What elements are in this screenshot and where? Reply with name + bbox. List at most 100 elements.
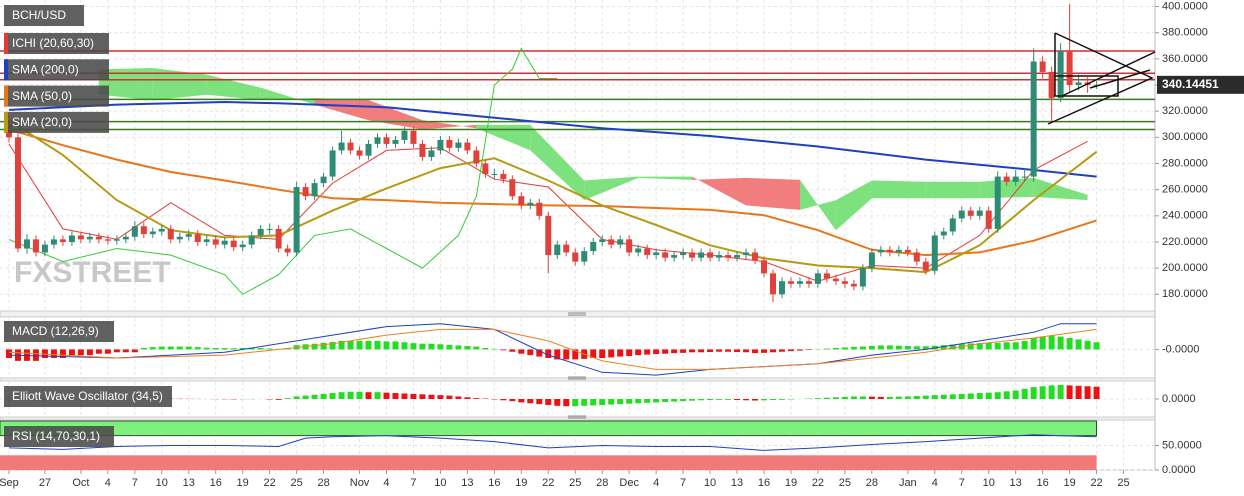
candle-body bbox=[203, 239, 210, 242]
macd-bar bbox=[1057, 336, 1064, 350]
candle-body bbox=[841, 281, 848, 284]
macd-bar bbox=[832, 348, 839, 350]
macd-bar bbox=[338, 340, 345, 350]
candle-body bbox=[886, 249, 893, 253]
oscillator-bar bbox=[680, 399, 687, 402]
legend-box bbox=[4, 321, 114, 342]
macd-bar bbox=[482, 348, 489, 350]
oscillator-bar bbox=[356, 391, 363, 399]
macd-bar bbox=[886, 345, 893, 350]
ichimoku-line bbox=[8, 47, 558, 295]
macd-bar bbox=[1048, 335, 1055, 350]
y-tick-label: 0.0000 bbox=[1162, 393, 1196, 405]
oscillator-bar bbox=[931, 395, 938, 399]
candle-body bbox=[1075, 82, 1082, 86]
candle-body bbox=[68, 235, 75, 242]
x-tick-label: 27 bbox=[39, 477, 51, 489]
candle-body bbox=[14, 137, 21, 249]
x-tick-label: 25 bbox=[1117, 477, 1129, 489]
macd-bar bbox=[850, 346, 857, 350]
macd-bar bbox=[1075, 339, 1082, 350]
oscillator-bar bbox=[1084, 386, 1091, 399]
oscillator-bar bbox=[608, 399, 615, 405]
candle-body bbox=[608, 239, 615, 245]
macd-bar bbox=[1039, 336, 1046, 350]
candle-body bbox=[392, 139, 399, 144]
legend-box bbox=[4, 33, 109, 54]
oscillator-bar bbox=[554, 399, 561, 406]
ichimoku-cloud bbox=[476, 124, 531, 151]
candle-body bbox=[1030, 61, 1037, 177]
y-tick-label: 280.0000 bbox=[1162, 157, 1208, 169]
candle-body bbox=[1021, 176, 1028, 178]
candle-body bbox=[185, 234, 192, 237]
candle-body bbox=[940, 231, 947, 236]
oscillator-bar bbox=[653, 399, 660, 403]
oscillator-bar bbox=[284, 398, 291, 399]
oscillator-bar bbox=[841, 396, 848, 399]
candle-body bbox=[527, 202, 534, 206]
oscillator-bar bbox=[401, 393, 408, 399]
macd-bar bbox=[563, 349, 570, 360]
y-tick-label: 400.0000 bbox=[1162, 0, 1208, 12]
macd-bar bbox=[752, 349, 759, 354]
oscillator-bar bbox=[967, 393, 974, 399]
oscillator-bar bbox=[949, 394, 956, 399]
x-tick-label: 28 bbox=[596, 477, 608, 489]
candle-body bbox=[113, 239, 120, 241]
sma-line bbox=[8, 100, 1097, 178]
macd-bar bbox=[635, 349, 642, 356]
ichimoku-cloud bbox=[979, 177, 1034, 199]
legend-label: RSI (14,70,30,1) bbox=[12, 429, 100, 443]
macd-bar bbox=[1084, 340, 1091, 350]
oscillator-bar bbox=[1093, 386, 1100, 399]
candle-body bbox=[823, 273, 830, 279]
oscillator-bar bbox=[275, 399, 282, 400]
oscillator-bar bbox=[320, 393, 327, 399]
macd-bar bbox=[311, 343, 318, 350]
candle-body bbox=[671, 255, 678, 258]
candle-body bbox=[401, 130, 408, 140]
oscillator-bar bbox=[922, 395, 929, 399]
x-tick-label: 4 bbox=[383, 477, 389, 489]
candle-body bbox=[365, 143, 372, 156]
candle-body bbox=[41, 244, 48, 253]
ichimoku-cloud bbox=[800, 179, 836, 231]
oscillator-bar bbox=[1021, 388, 1028, 399]
oscillator-bar bbox=[347, 391, 354, 399]
candle-body bbox=[922, 261, 929, 271]
macd-bar bbox=[428, 343, 435, 350]
macd-bar bbox=[50, 349, 57, 358]
macd-bar bbox=[86, 349, 93, 356]
oscillator-bar bbox=[877, 396, 884, 399]
macd-bar bbox=[230, 348, 237, 350]
macd-bar bbox=[608, 349, 615, 358]
candle-body bbox=[131, 226, 138, 237]
candle-body bbox=[536, 202, 543, 216]
macd-bar bbox=[599, 349, 606, 358]
macd-bar bbox=[167, 346, 174, 350]
candle-body bbox=[383, 137, 390, 144]
candle-body bbox=[689, 252, 696, 258]
macd-bar bbox=[680, 349, 687, 353]
oscillator-bar bbox=[464, 397, 471, 399]
x-tick-label: 13 bbox=[461, 477, 473, 489]
macd-bar bbox=[536, 349, 543, 357]
macd-bar bbox=[464, 346, 471, 350]
macd-bar bbox=[761, 349, 768, 353]
macd-bar bbox=[257, 348, 264, 350]
candle-body bbox=[311, 183, 318, 197]
ichimoku-cloud bbox=[835, 180, 872, 231]
macd-bar bbox=[868, 346, 875, 350]
candle-body bbox=[293, 187, 300, 253]
macd-bar bbox=[401, 342, 408, 350]
ichimoku-cloud bbox=[584, 176, 639, 201]
macd-bar bbox=[59, 349, 66, 358]
x-tick-label: 22 bbox=[542, 477, 554, 489]
macd-bar bbox=[473, 346, 480, 350]
macd-bar bbox=[221, 348, 228, 350]
candle-body bbox=[769, 273, 776, 295]
ichimoku-cloud bbox=[692, 176, 746, 206]
y-tick-label: 360.0000 bbox=[1162, 53, 1208, 65]
macd-bar bbox=[491, 348, 498, 350]
